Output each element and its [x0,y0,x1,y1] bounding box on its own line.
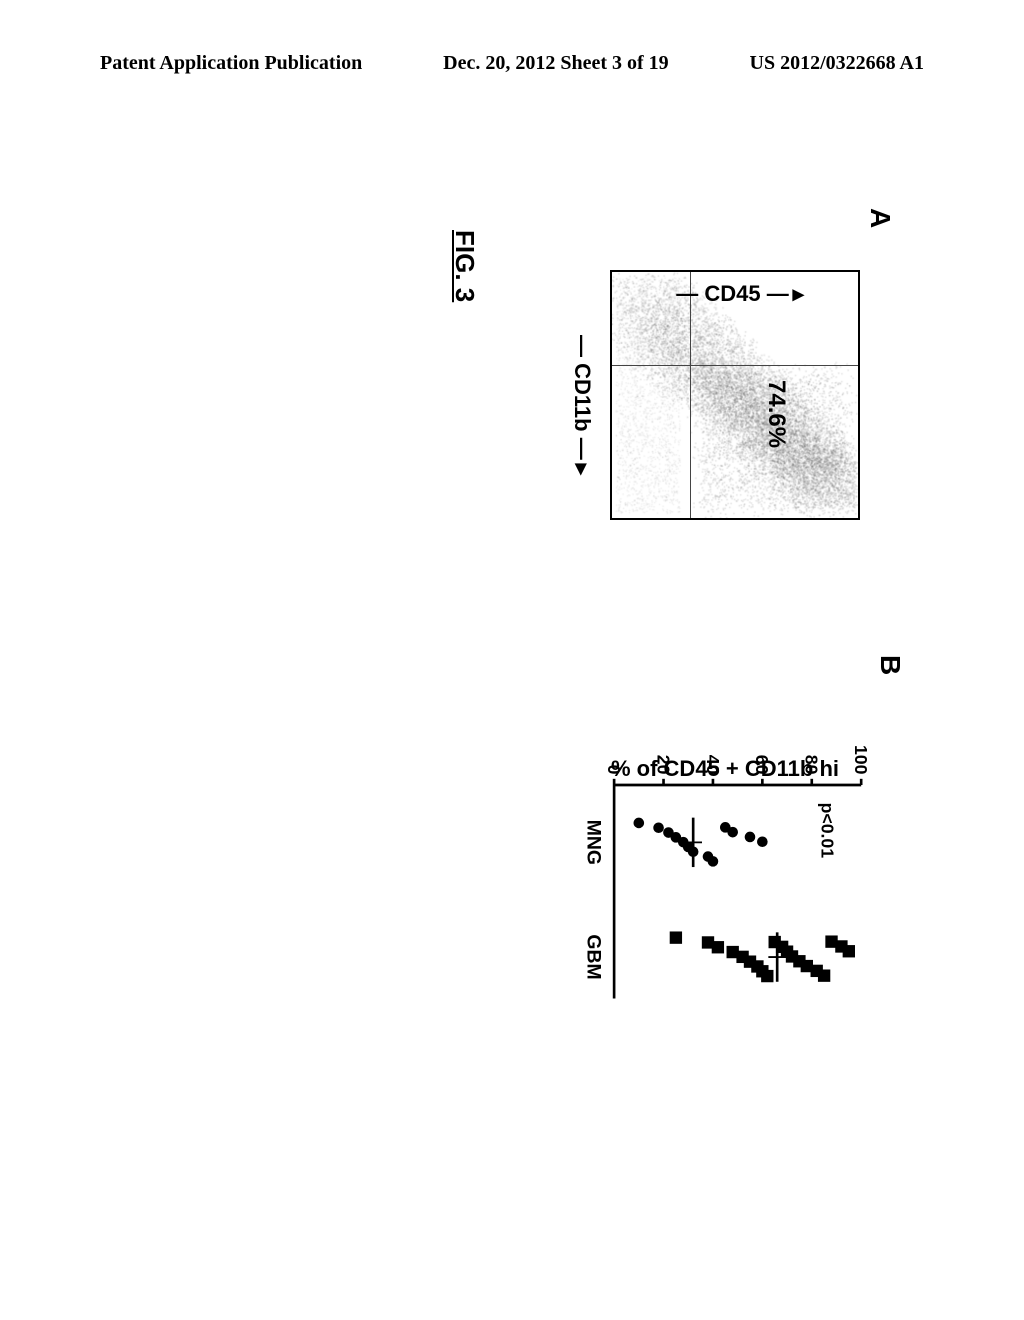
flow-scatter-box [610,270,860,520]
panel-b-label: B [874,655,906,675]
page-header: Patent Application Publication Dec. 20, … [0,52,1024,75]
svg-text:100: 100 [851,745,870,775]
scatter-percentage-label: 74.6% [762,380,790,448]
dotplot-chart: 0 20 40 60 80 100 MNG GBM p<0.01 [570,725,870,1025]
svg-text:60: 60 [752,755,772,775]
panel-a-y-axis-label: — CD45 — [676,281,804,307]
figure-caption: FIG. 3 [449,230,480,302]
panel-a-x-axis-label: — CD11b — [569,335,595,475]
header-left: Patent Application Publication [100,52,362,75]
panel-a-label: A [864,208,896,228]
header-right: US 2012/0322668 A1 [750,52,924,75]
panel-b: B % of CD45 + CD11b hi 020406080100MNGGB… [500,670,900,1070]
panel-a: A 74.6% — CD45 — — CD11b — [530,230,890,570]
svg-text:0: 0 [604,765,624,775]
svg-text:80: 80 [802,755,822,775]
quadrant-vertical-line [612,365,858,366]
figure-3: A 74.6% — CD45 — — CD11b — B % of CD45 +… [50,290,910,970]
svg-text:20: 20 [653,755,673,775]
flow-scatter-canvas [612,272,858,518]
quadrant-horizontal-line [690,272,691,518]
svg-text:MNG: MNG [583,820,605,865]
header-center: Dec. 20, 2012 Sheet 3 of 19 [443,52,669,75]
svg-text:GBM: GBM [583,934,605,979]
svg-text:40: 40 [703,755,723,775]
svg-text:p<0.01: p<0.01 [817,803,837,859]
dotplot-svg: 0 20 40 60 80 100 MNG GBM p<0.01 [570,725,870,1025]
